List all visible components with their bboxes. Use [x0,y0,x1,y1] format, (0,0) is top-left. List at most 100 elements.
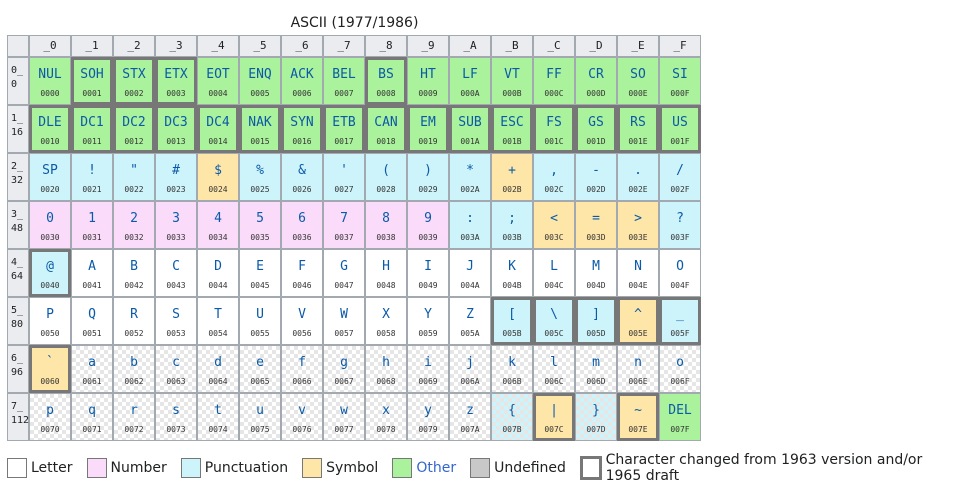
char-cell: ; 003B [491,201,533,249]
code: 0062 [124,377,144,386]
char-cell: V 0056 [281,297,323,345]
code: 002C [544,185,564,194]
row-header: 5_ 80 [7,297,29,345]
char: _ [676,307,684,322]
char: e [256,355,264,370]
code: 0049 [418,281,438,290]
char-cell: k 006B [491,345,533,393]
char-cell: LF 000A [449,57,491,105]
char: s [172,403,180,418]
row-header-hex: 1_ [11,113,24,124]
char-cell: o 006F [659,345,701,393]
char-cell: M 004D [575,249,617,297]
code: 004C [544,281,564,290]
char: } [592,403,600,418]
legend-label[interactable]: Other [416,460,457,476]
char: * [466,163,474,178]
legend-label: Undefined [494,460,566,476]
char: . [634,163,642,178]
char: C [172,259,180,274]
code: 0074 [208,425,228,434]
char: ? [676,211,684,226]
char-cell: SYN 0016 [281,105,323,153]
code: 004B [502,281,522,290]
char: ETB [332,115,356,130]
char-cell: NAK 0015 [239,105,281,153]
char-cell: DLE 0010 [29,105,71,153]
code: 0005 [250,89,270,98]
code: 002B [502,185,522,194]
char-cell: DC4 0014 [197,105,239,153]
char-cell: f 0066 [281,345,323,393]
char: SUB [458,115,482,130]
code: 006F [670,377,690,386]
char: NAK [248,115,272,130]
code: 0052 [124,329,144,338]
code: 000F [670,89,690,98]
char: d [214,355,222,370]
char: - [592,163,600,178]
char: f [298,355,306,370]
char-cell: x 0078 [365,393,407,441]
char: p [46,403,54,418]
char-cell: EM 0019 [407,105,449,153]
legend-swatch [392,458,413,478]
char-cell: \ 005C [533,297,575,345]
char: ] [592,307,600,322]
code: 007D [586,425,606,434]
char-cell: US 001F [659,105,701,153]
char: Q [88,307,96,322]
legend-item: Other [392,458,456,478]
code: 0034 [208,233,228,242]
char-cell: SI 000F [659,57,701,105]
code: 0069 [418,377,438,386]
char-cell: (0028 [365,153,407,201]
code: 0079 [418,425,438,434]
char: t [214,403,222,418]
code: 0064 [208,377,228,386]
code: 0035 [250,233,270,242]
code: 0007 [334,89,354,98]
char: o [676,355,684,370]
row-header-dec: 0 [11,79,18,90]
code: 0025 [250,185,270,194]
code: 0053 [166,329,186,338]
column-header: _6 [281,35,323,57]
legend-item: Letter [7,458,73,478]
code: 0026 [292,185,312,194]
legend-swatch [579,456,602,480]
code: 004E [628,281,648,290]
code: 003B [502,233,522,242]
char-cell: Z 005A [449,297,491,345]
char-cell: b 0062 [113,345,155,393]
legend-swatch [7,458,27,478]
code: 003D [586,233,606,242]
column-header: _3 [155,35,197,57]
char: VT [504,67,520,82]
char-cell: ETX 0003 [155,57,197,105]
char-cell: " 0022 [113,153,155,201]
char: O [676,259,684,274]
code: 0061 [82,377,102,386]
char: < [550,211,558,226]
code: 0028 [376,185,396,194]
char-cell: m 006D [575,345,617,393]
char: M [592,259,600,274]
code: 0006 [292,89,312,98]
code: 0036 [292,233,312,242]
char-cell: 7 0037 [323,201,365,249]
code: 0023 [166,185,186,194]
char: \ [550,307,558,322]
code: 005C [544,329,564,338]
code: 005E [628,329,648,338]
char-cell: ? 003F [659,201,701,249]
code: 0021 [82,185,102,194]
code: 0056 [292,329,312,338]
char: q [88,403,96,418]
code: 0038 [376,233,396,242]
code: 0014 [208,137,228,146]
code: 0048 [376,281,396,290]
char-cell: {007B [491,393,533,441]
char: ( [382,163,390,178]
